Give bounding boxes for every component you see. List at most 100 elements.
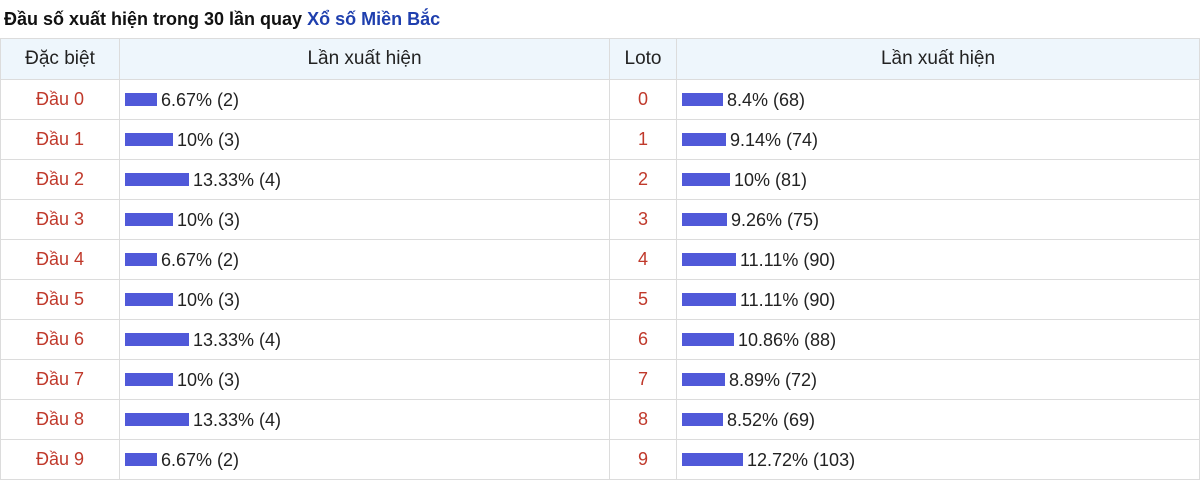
loto-frequency-cell: 11.11% (90) [676, 239, 1200, 280]
loto-head-label: 6 [609, 319, 677, 360]
frequency-bar [125, 413, 189, 427]
special-head-label: Đầu 0 [0, 79, 120, 120]
loto-head-label: 9 [609, 439, 677, 480]
frequency-value: 8.4% (68) [727, 89, 806, 110]
frequency-bar [682, 293, 736, 307]
header-special: Đặc biệt [0, 38, 120, 80]
loto-head-label: 2 [609, 159, 677, 200]
frequency-bar [125, 173, 189, 187]
loto-head-label: 0 [609, 79, 677, 120]
loto-frequency-cell: 8.52% (69) [676, 399, 1200, 440]
loto-frequency-cell: 11.11% (90) [676, 279, 1200, 320]
special-head-label: Đầu 5 [0, 279, 120, 320]
table-row: Đầu 2 13.33% (4) 2 10% (81) [0, 159, 1200, 200]
special-frequency-cell: 10% (3) [119, 279, 610, 320]
frequency-bar [682, 93, 723, 107]
special-frequency-cell: 6.67% (2) [119, 239, 610, 280]
table-row: Đầu 9 6.67% (2) 9 12.72% (103) [0, 439, 1200, 480]
table-header-row: Đặc biệt Lần xuất hiện Loto Lần xuất hiệ… [0, 38, 1200, 80]
table-row: Đầu 3 10% (3) 3 9.26% (75) [0, 199, 1200, 240]
loto-frequency-cell: 12.72% (103) [676, 439, 1200, 480]
frequency-value: 10% (3) [177, 289, 241, 310]
special-frequency-cell: 10% (3) [119, 199, 610, 240]
frequency-value: 9.14% (74) [730, 129, 819, 150]
frequency-table: Đặc biệt Lần xuất hiện Loto Lần xuất hiệ… [0, 38, 1200, 480]
frequency-value: 6.67% (2) [161, 449, 240, 470]
special-head-label: Đầu 9 [0, 439, 120, 480]
frequency-bar [682, 453, 743, 467]
frequency-value: 13.33% (4) [193, 169, 282, 190]
frequency-value: 10% (81) [734, 169, 808, 190]
frequency-bar [682, 133, 726, 147]
frequency-value: 10% (3) [177, 129, 241, 150]
special-head-label: Đầu 8 [0, 399, 120, 440]
header-loto: Loto [609, 38, 677, 80]
table-row: Đầu 7 10% (3) 7 8.89% (72) [0, 359, 1200, 400]
loto-head-label: 8 [609, 399, 677, 440]
frequency-bar [682, 413, 723, 427]
frequency-value: 12.72% (103) [747, 449, 856, 470]
frequency-value: 8.52% (69) [727, 409, 816, 430]
frequency-bar [125, 333, 189, 347]
special-head-label: Đầu 7 [0, 359, 120, 400]
loto-frequency-cell: 8.89% (72) [676, 359, 1200, 400]
loto-head-label: 1 [609, 119, 677, 160]
frequency-value: 6.67% (2) [161, 249, 240, 270]
special-head-label: Đầu 1 [0, 119, 120, 160]
frequency-value: 13.33% (4) [193, 409, 282, 430]
special-frequency-cell: 6.67% (2) [119, 79, 610, 120]
table-row: Đầu 6 13.33% (4) 6 10.86% (88) [0, 319, 1200, 360]
header-appear-right: Lần xuất hiện [676, 38, 1200, 80]
special-frequency-cell: 13.33% (4) [119, 399, 610, 440]
frequency-value: 13.33% (4) [193, 329, 282, 350]
frequency-bar [125, 453, 157, 467]
lottery-link[interactable]: Xổ số Miền Bắc [307, 9, 441, 29]
table-row: Đầu 4 6.67% (2) 4 11.11% (90) [0, 239, 1200, 280]
special-frequency-cell: 10% (3) [119, 119, 610, 160]
frequency-bar [125, 293, 173, 307]
special-head-label: Đầu 3 [0, 199, 120, 240]
special-frequency-cell: 13.33% (4) [119, 319, 610, 360]
frequency-value: 11.11% (90) [740, 289, 836, 310]
loto-head-label: 5 [609, 279, 677, 320]
frequency-value: 10.86% (88) [738, 329, 837, 350]
special-head-label: Đầu 2 [0, 159, 120, 200]
frequency-value: 8.89% (72) [729, 369, 818, 390]
frequency-value: 10% (3) [177, 369, 241, 390]
frequency-bar [682, 373, 725, 387]
frequency-value: 10% (3) [177, 209, 241, 230]
table-row: Đầu 8 13.33% (4) 8 8.52% (69) [0, 399, 1200, 440]
table-row: Đầu 5 10% (3) 5 11.11% (90) [0, 279, 1200, 320]
title-prefix: Đầu số xuất hiện trong 30 lần quay [4, 9, 308, 29]
loto-frequency-cell: 8.4% (68) [676, 79, 1200, 120]
loto-head-label: 4 [609, 239, 677, 280]
special-frequency-cell: 6.67% (2) [119, 439, 610, 480]
frequency-bar [125, 373, 173, 387]
frequency-value: 9.26% (75) [731, 209, 820, 230]
frequency-bar [125, 93, 157, 107]
frequency-bar [682, 253, 736, 267]
loto-frequency-cell: 9.14% (74) [676, 119, 1200, 160]
loto-frequency-cell: 10% (81) [676, 159, 1200, 200]
page-title: Đầu số xuất hiện trong 30 lần quay Xổ số… [0, 0, 1200, 38]
frequency-bar [682, 213, 727, 227]
frequency-value: 11.11% (90) [740, 249, 836, 270]
loto-frequency-cell: 9.26% (75) [676, 199, 1200, 240]
special-head-label: Đầu 4 [0, 239, 120, 280]
frequency-bar [125, 213, 173, 227]
loto-head-label: 3 [609, 199, 677, 240]
loto-head-label: 7 [609, 359, 677, 400]
header-appear-left: Lần xuất hiện [119, 38, 610, 80]
frequency-bar [682, 333, 734, 347]
special-frequency-cell: 13.33% (4) [119, 159, 610, 200]
frequency-bar [125, 133, 173, 147]
special-head-label: Đầu 6 [0, 319, 120, 360]
frequency-bar [125, 253, 157, 267]
special-frequency-cell: 10% (3) [119, 359, 610, 400]
loto-frequency-cell: 10.86% (88) [676, 319, 1200, 360]
frequency-value: 6.67% (2) [161, 89, 240, 110]
table-row: Đầu 1 10% (3) 1 9.14% (74) [0, 119, 1200, 160]
table-body: Đầu 0 6.67% (2) 0 8.4% (68) Đầu 1 10% (3) 1 9.1… [0, 79, 1200, 480]
frequency-bar [682, 173, 730, 187]
table-row: Đầu 0 6.67% (2) 0 8.4% (68) [0, 79, 1200, 120]
